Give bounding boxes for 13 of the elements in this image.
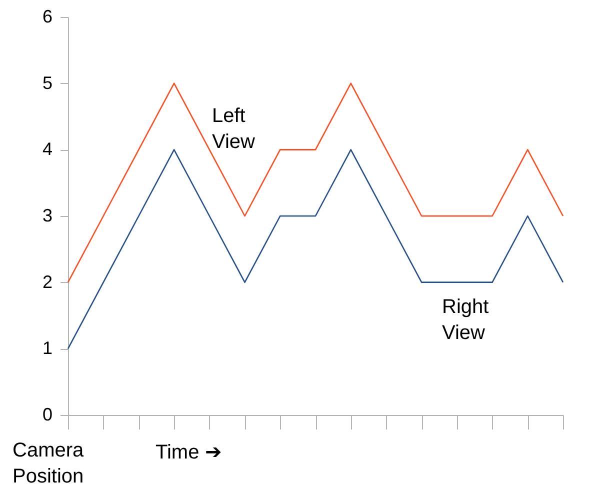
y-axis-title: Camera Position — [12, 440, 85, 484]
line-series — [67, 149, 564, 350]
annotation: Left View — [212, 105, 256, 153]
y-tick-label: 0 — [42, 404, 52, 424]
y-tick-label: 1 — [42, 338, 52, 358]
y-tick-label: 3 — [42, 206, 52, 226]
y-tick-label: 5 — [42, 72, 52, 93]
y-tick-label: 2 — [42, 272, 52, 292]
y-tick-label: 6 — [42, 6, 52, 26]
y-tick-label: 4 — [42, 139, 52, 160]
annotation: Right View — [442, 296, 490, 344]
line-series — [67, 82, 564, 283]
x-axis-title: Time ➔ — [156, 442, 222, 464]
